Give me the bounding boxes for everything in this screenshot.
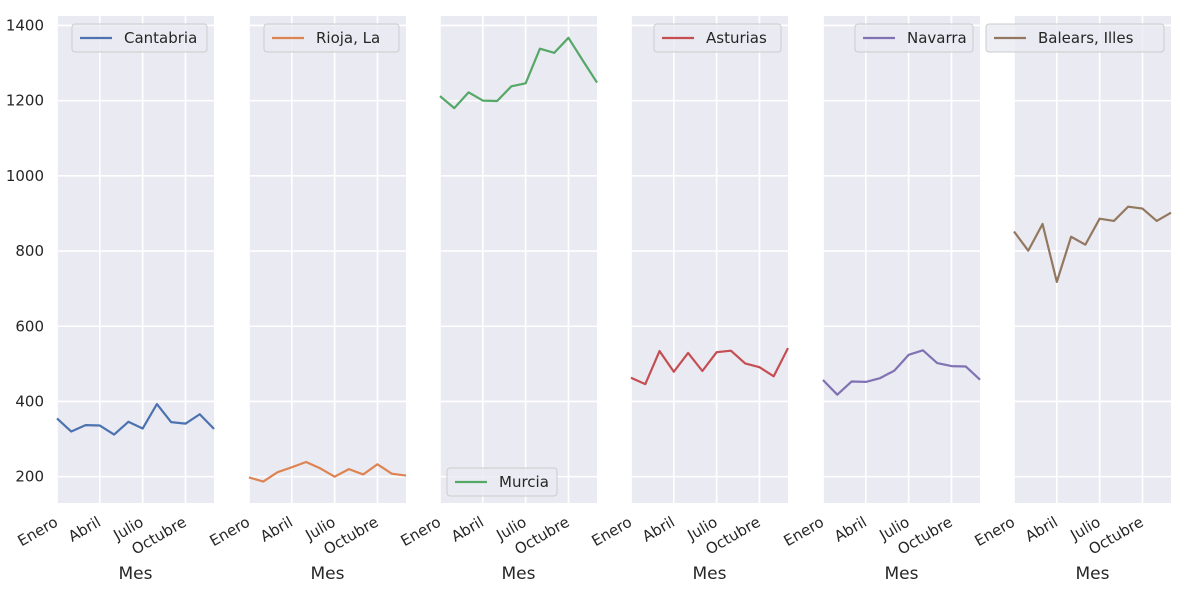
legend-box xyxy=(446,467,558,497)
y-tick-label: 1400 xyxy=(6,16,44,34)
x-tick-label: Abril xyxy=(448,513,487,546)
x-tick-label: Enero xyxy=(781,513,827,550)
x-axis-title: Mes xyxy=(693,564,727,584)
x-axis-title: Mes xyxy=(502,564,536,584)
x-axis-title: Mes xyxy=(885,564,919,584)
legend-label: Balears, Illes xyxy=(1038,29,1134,47)
series-line-navarra xyxy=(822,349,981,396)
legend-box xyxy=(71,23,208,53)
x-tick-label: Enero xyxy=(207,513,253,550)
x-axis-title: Mes xyxy=(119,564,153,584)
plot-background xyxy=(57,16,214,503)
x-tick-label: Enero xyxy=(398,513,444,550)
legend-label: Asturias xyxy=(706,29,767,47)
x-tick-label: Abril xyxy=(65,513,104,546)
legend-label: Cantabria xyxy=(124,29,197,47)
x-tick-label: Abril xyxy=(831,513,870,546)
x-tick-label: Enero xyxy=(589,513,635,550)
legend: Cantabria xyxy=(71,23,208,53)
y-tick-label: 1000 xyxy=(6,167,44,185)
legend: Murcia xyxy=(446,467,558,497)
legend-box xyxy=(263,23,400,53)
plot-background xyxy=(631,16,788,503)
y-tick-label: 200 xyxy=(15,468,44,486)
y-tick-label: 800 xyxy=(15,242,44,260)
legend-label: Rioja, La xyxy=(316,29,380,47)
x-tick-label: Abril xyxy=(639,513,678,546)
plot-background xyxy=(440,16,597,503)
legend: Asturias xyxy=(653,23,782,53)
legend-label: Navarra xyxy=(907,29,967,47)
plot-background xyxy=(1014,16,1171,503)
x-tick-label: Enero xyxy=(972,513,1018,550)
plot-background xyxy=(823,16,980,503)
x-tick-label: Enero xyxy=(15,513,61,550)
series-line-asturias xyxy=(630,347,789,386)
x-tick-label: Abril xyxy=(257,513,296,546)
plot-background xyxy=(249,16,406,503)
legend-label: Murcia xyxy=(499,473,549,491)
series-line-cantabria xyxy=(56,403,215,436)
series-line-balears-illes xyxy=(1013,205,1172,283)
legend: Balears, Illes xyxy=(985,23,1165,53)
y-tick-label: 1200 xyxy=(6,92,44,110)
x-axis-title: Mes xyxy=(1076,564,1110,584)
legend: Navarra xyxy=(854,23,974,53)
series-line-rioja-la xyxy=(248,460,407,483)
legend-box xyxy=(854,23,974,53)
x-axis-title: Mes xyxy=(311,564,345,584)
series-line-murcia xyxy=(439,36,598,110)
legend: Rioja, La xyxy=(263,23,400,53)
y-tick-label: 600 xyxy=(15,317,44,335)
legend-box xyxy=(985,23,1165,53)
y-tick-label: 400 xyxy=(15,392,44,410)
legend-box xyxy=(653,23,782,53)
x-tick-label: Abril xyxy=(1022,513,1061,546)
